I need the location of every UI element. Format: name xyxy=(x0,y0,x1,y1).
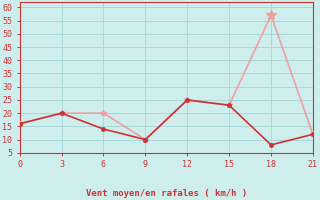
X-axis label: Vent moyen/en rafales ( km/h ): Vent moyen/en rafales ( km/h ) xyxy=(86,189,247,198)
